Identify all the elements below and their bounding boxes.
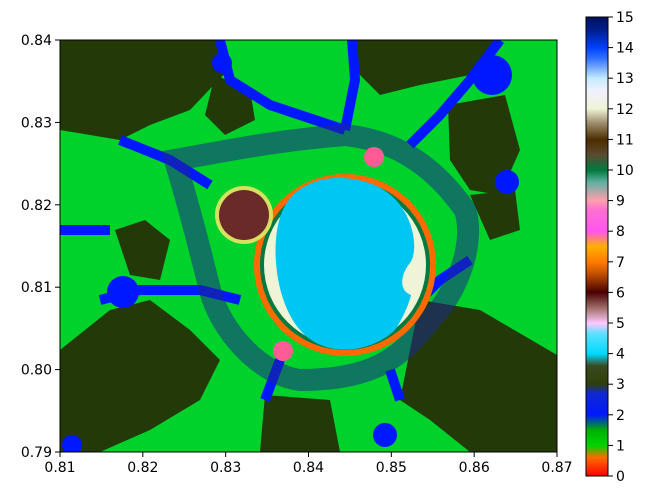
dark-region — [260, 395, 340, 452]
blue-bulb — [62, 435, 82, 452]
heatmap-image — [60, 40, 557, 452]
colorbar-tick-label: 8 — [616, 224, 625, 240]
dark-region — [400, 300, 557, 452]
x-tick-label: 0.83 — [210, 460, 241, 476]
y-tick-label: 0.84 — [21, 33, 52, 49]
colorbar-tick-label: 7 — [616, 255, 625, 271]
y-axis: 0.79 0.80 0.81 0.82 0.83 0.84 — [21, 33, 60, 461]
y-tick-label: 0.81 — [21, 280, 52, 296]
blue-bulb — [495, 170, 519, 194]
dark-region — [470, 190, 520, 240]
colorbar-tick-label: 6 — [616, 285, 625, 301]
colorbar-tick-label: 2 — [616, 408, 625, 424]
x-tick-label: 0.81 — [44, 460, 75, 476]
mini-bulb — [273, 341, 293, 361]
colorbar — [585, 16, 609, 477]
filament — [160, 123, 479, 392]
x-tick-label: 0.82 — [127, 460, 158, 476]
y-tick-label: 0.82 — [21, 198, 52, 214]
dark-region — [352, 40, 500, 95]
mini-bulb — [364, 147, 384, 167]
colorbar-tick-label: 15 — [616, 10, 634, 26]
colorbar-tick-label: 1 — [616, 438, 625, 454]
colorbar-tick-label: 9 — [616, 194, 625, 210]
y-tick-label: 0.79 — [21, 445, 52, 461]
colorbar-tick-label: 5 — [616, 316, 625, 332]
x-axis: 0.81 0.82 0.83 0.84 0.85 0.86 0.87 — [44, 452, 573, 476]
dark-region — [115, 220, 170, 280]
y-tick-label: 0.80 — [21, 363, 52, 379]
dark-region — [60, 300, 220, 452]
colorbar-tick-label: 13 — [616, 71, 634, 87]
colorbar-tick-label: 14 — [616, 41, 634, 57]
main-cardioid — [275, 177, 415, 350]
dark-region — [60, 40, 228, 140]
blue-bulb — [373, 423, 397, 447]
dark-region — [448, 95, 520, 195]
x-tick-label: 0.85 — [376, 460, 407, 476]
blue-bulb — [107, 276, 139, 308]
x-tick-label: 0.87 — [541, 460, 572, 476]
colorbar-tick-label: 11 — [616, 132, 634, 148]
colorbar-tick-label: 0 — [616, 469, 625, 485]
blue-bulb — [212, 53, 232, 73]
x-tick-label: 0.86 — [459, 460, 490, 476]
blue-bulb — [472, 55, 512, 95]
colorbar-tick-label: 4 — [616, 347, 625, 363]
colorbar-tick-label: 10 — [616, 163, 634, 179]
x-tick-label: 0.84 — [293, 460, 324, 476]
colorbar-tick-label: 3 — [616, 377, 625, 393]
colorbar-tick-label: 12 — [616, 102, 634, 118]
secondary-bulb — [219, 190, 269, 240]
y-tick-label: 0.83 — [21, 115, 52, 131]
